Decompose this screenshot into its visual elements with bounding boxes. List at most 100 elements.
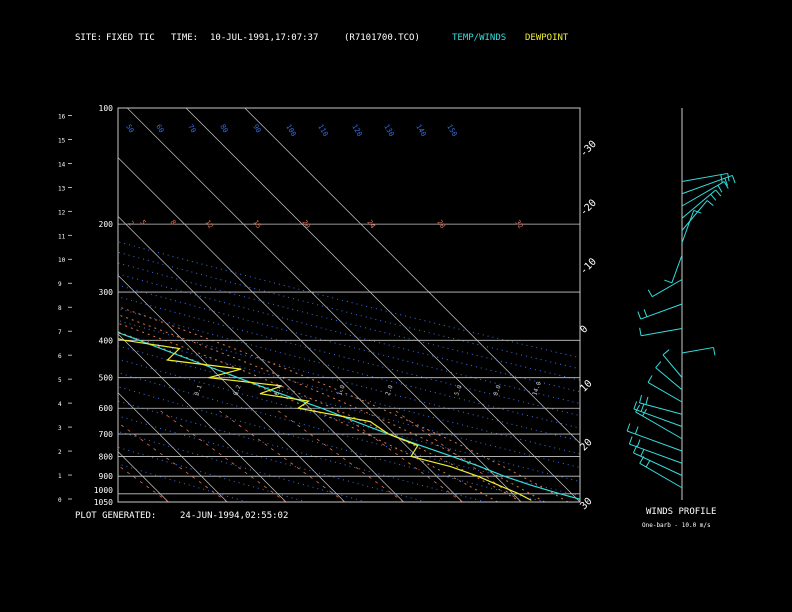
height-km-label: 7 — [58, 329, 62, 336]
height-km-label: 8 — [58, 305, 62, 312]
wind-barb-flag — [639, 395, 643, 403]
pressure-label: 100 — [99, 104, 114, 113]
wind-barb-flag — [628, 436, 633, 445]
wind-barb-flag — [636, 439, 641, 448]
height-km-label: 5 — [58, 377, 62, 384]
wind-barb-flag — [645, 396, 649, 405]
isotherm-line — [118, 392, 228, 502]
dry-adiabat-label: 150 — [445, 123, 458, 138]
mixing-ratio-label: 20 — [300, 219, 311, 231]
pressure-label: 500 — [99, 374, 114, 383]
dry-adiabat-line — [118, 251, 580, 370]
wind-barb — [633, 408, 683, 427]
wind-barb-flag — [723, 181, 729, 189]
moist-adiabat-line — [118, 314, 545, 502]
height-km-label: 6 — [58, 353, 62, 360]
wind-barb-flag — [635, 404, 641, 413]
wind-barb-flag — [664, 279, 673, 284]
dry-adiabat-line — [118, 415, 427, 502]
height-km-label: 16 — [58, 113, 66, 120]
dry-adiabat-line — [118, 446, 308, 502]
wind-barb — [647, 381, 683, 403]
dry-adiabat-label: 70 — [186, 123, 197, 134]
dry-adiabat-line — [118, 386, 546, 502]
height-km-label: 3 — [58, 425, 62, 432]
dry-adiabat-line — [118, 262, 580, 381]
height-km-label: 1 — [58, 473, 62, 480]
dry-adiabat-label: 140 — [414, 123, 427, 138]
dry-adiabat-line — [118, 320, 580, 442]
mixing-ratio-line — [333, 407, 463, 502]
isotherm-line — [244, 108, 580, 444]
height-km-label: 12 — [58, 209, 66, 216]
barb-note: One-barb - 10.0 m/s — [642, 522, 711, 529]
pressure-label: 800 — [99, 452, 114, 461]
mixing-ratio-line — [215, 407, 346, 502]
wind-barb — [640, 328, 683, 337]
wind-barb-flag — [724, 177, 729, 186]
height-km-label: 4 — [58, 401, 62, 408]
isotherm-line — [126, 108, 522, 502]
dry-adiabat-line — [118, 284, 580, 405]
isotherm-line — [118, 274, 346, 502]
wind-barb-flag — [720, 174, 723, 183]
mixing-ratio-label: 8 — [168, 219, 177, 227]
dry-adiabat-label: 130 — [382, 123, 395, 138]
dry-adiabat-line — [118, 273, 580, 393]
pressure-label: 200 — [99, 220, 114, 229]
mixing-ratio-label: 5 — [138, 219, 147, 227]
isotherm-right-label: -20 — [578, 198, 599, 219]
isotherm-right-label: 20 — [578, 437, 594, 453]
wind-barb — [626, 430, 683, 452]
wind-barb — [655, 367, 683, 391]
wind-barb — [681, 210, 695, 243]
temperature-profile-line — [118, 331, 580, 500]
height-km-label: 2 — [58, 449, 62, 456]
ratio-label: 0.4 — [273, 384, 283, 397]
pressure-label: 600 — [99, 404, 114, 413]
wind-barb-flag — [727, 173, 730, 182]
pressure-label: 400 — [99, 336, 114, 345]
dry-adiabat-line — [118, 358, 580, 483]
mixing-ratio-line — [118, 464, 169, 502]
isotherm-line — [118, 451, 169, 502]
height-km-label: 0 — [58, 497, 62, 504]
wind-barb — [651, 279, 683, 298]
height-km-label: 11 — [58, 233, 66, 240]
wind-barb-flag — [731, 175, 736, 184]
wind-barb-flag — [713, 347, 716, 356]
isotherm-right-label: 30 — [578, 496, 594, 512]
moist-adiabat-line — [118, 331, 498, 502]
height-km-label: 10 — [58, 257, 66, 264]
wind-barb-flag — [715, 189, 722, 197]
wind-barb-flag — [706, 200, 714, 206]
wind-barb — [662, 354, 683, 378]
dry-adiabat-line — [118, 307, 580, 429]
wind-barb-flag — [626, 423, 631, 432]
pressure-label: 1050 — [94, 498, 113, 507]
wind-barb — [681, 200, 708, 231]
wind-barb — [633, 452, 683, 476]
isotherm-right-label: -30 — [578, 139, 599, 160]
mixing-ratio-line — [118, 422, 228, 502]
wind-barb-flag — [647, 375, 653, 383]
wind-barb — [671, 254, 683, 283]
wind-barb — [639, 462, 683, 489]
height-km-label: 9 — [58, 281, 62, 288]
isotherm-line — [118, 215, 404, 502]
wind-barb — [681, 174, 733, 195]
dry-adiabat-label: 100 — [284, 123, 297, 138]
wind-barb-flag — [647, 289, 653, 297]
wind-barb — [635, 411, 683, 440]
plot-frame — [117, 107, 581, 503]
wind-barb-flag — [633, 401, 638, 410]
wind-barb — [640, 303, 683, 320]
legend-dewpoint: DEWPOINT — [525, 33, 569, 43]
dry-adiabat-label: 110 — [316, 123, 329, 138]
isotherm-line — [0, 108, 51, 502]
winds-title: WINDS PROFILE — [646, 507, 717, 517]
ratio-label: 1.0 — [336, 384, 346, 397]
isotherm-line — [0, 108, 110, 502]
dry-adiabat-label: 120 — [350, 123, 363, 138]
wind-barb-flag — [717, 185, 723, 193]
